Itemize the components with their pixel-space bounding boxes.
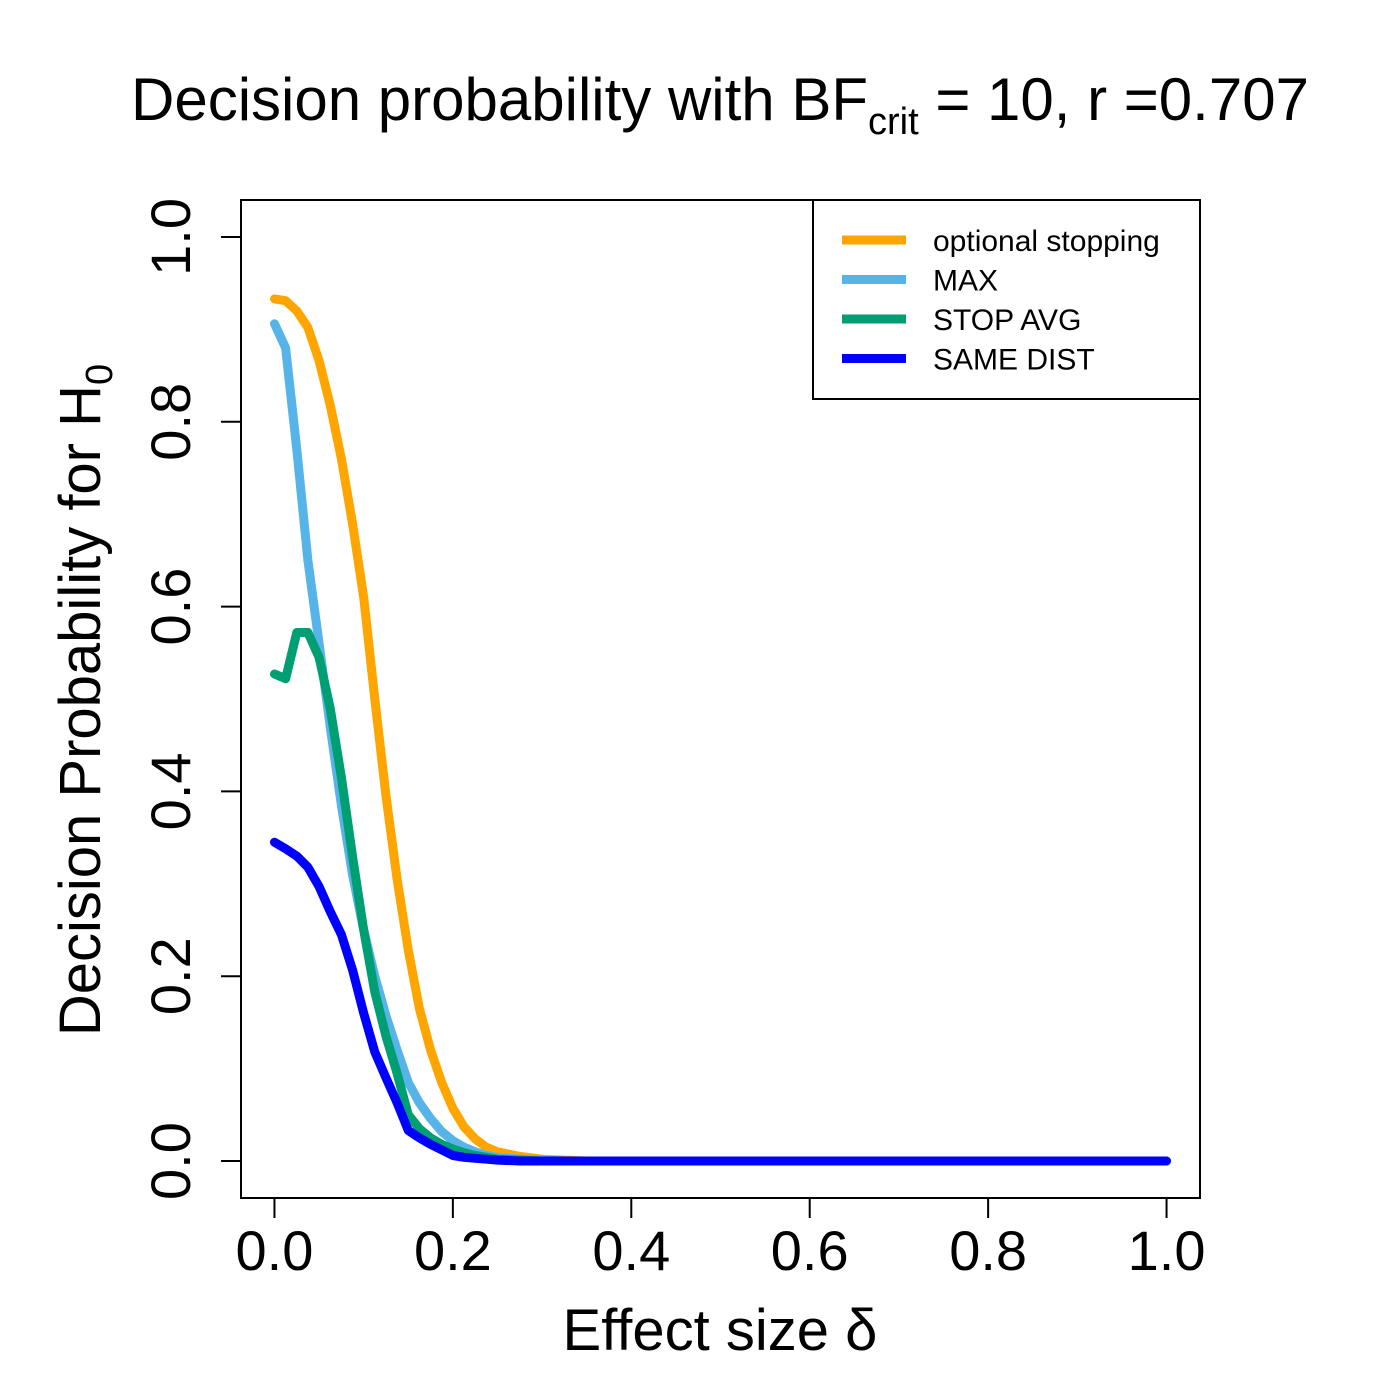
y-tick-label: 0.6 (139, 568, 202, 646)
chart-title-suffix: = 10, r =0.707 (919, 66, 1309, 133)
y-tick-label: 0.8 (139, 383, 202, 461)
series-lines (270, 294, 1171, 1166)
y-tick-label: 0.0 (139, 1122, 202, 1200)
x-tick-label: 0.8 (949, 1219, 1027, 1282)
legend-label-optional-stopping: optional stopping (933, 225, 1160, 258)
x-tick-label: 0.6 (771, 1219, 849, 1282)
y-axis: 0.0 0.2 0.4 0.6 0.8 1.0 (139, 198, 242, 1200)
chart-title-subscript: crit (868, 101, 919, 143)
legend-box (812, 199, 1201, 400)
y-axis-title-main: Decision Probability for H (48, 385, 113, 1036)
y-axis-title-subscript: 0 (79, 364, 121, 385)
chart-title-prefix: Decision probability with BF (131, 66, 868, 133)
x-tick-label: 0.4 (592, 1219, 670, 1282)
y-tick-label: 0.2 (139, 937, 202, 1015)
legend-label-same-dist: SAME DIST (933, 344, 1095, 377)
x-tick-label: 0.2 (414, 1219, 492, 1282)
x-axis: 0.0 0.2 0.4 0.6 0.8 1.0 (236, 1197, 1206, 1282)
y-tick-label: 0.4 (139, 752, 202, 830)
legend-label-max: MAX (933, 265, 998, 298)
legend: optional stopping MAX STOP AVG SAME DIST (812, 199, 1201, 400)
series-line-same-dist (270, 837, 1171, 1166)
y-axis-title: Decision Probability for H0 (48, 364, 121, 1036)
series-line-optional-stopping (270, 294, 1171, 1166)
y-tick-label: 1.0 (139, 198, 202, 276)
x-tick-label: 1.0 (1128, 1219, 1206, 1282)
legend-label-stop-avg: STOP AVG (933, 304, 1081, 337)
x-tick-label: 0.0 (236, 1219, 314, 1282)
chart-title: Decision probability with BFcrit = 10, r… (131, 66, 1309, 143)
series-line-max (270, 319, 1171, 1166)
x-axis-title: Effect size δ (563, 1298, 878, 1363)
